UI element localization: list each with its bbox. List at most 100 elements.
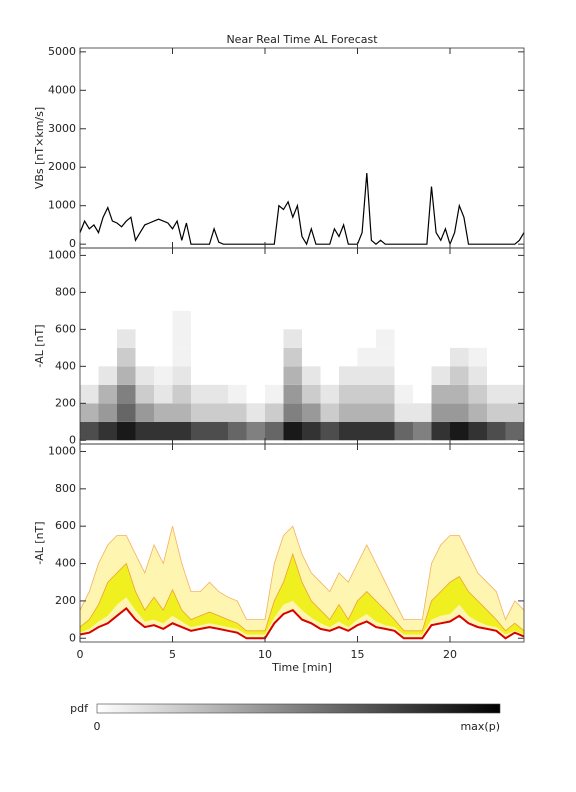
heatmap-cell [357,347,376,367]
heatmap-cell [265,403,284,422]
heatmap-cell [431,421,450,441]
heatmap-cell [172,366,191,385]
heatmap-cell [228,421,247,441]
colorbar-max: max(p) [460,720,500,733]
y-tick-label: 4000 [48,83,76,96]
heatmap-cell [468,403,487,422]
heatmap-cell [413,403,432,422]
y-tick-label: 1000 [48,248,76,261]
x-tick-label: 10 [258,648,272,661]
heatmap-cell [135,403,154,422]
heatmap-cell [376,421,395,441]
heatmap-cell [450,366,469,385]
heatmap-cell [172,384,191,404]
colorbar-label: pdf [70,702,89,715]
heatmap-cell [283,421,302,441]
heatmap-cell [98,403,117,422]
heatmap-cell [98,384,117,404]
heatmap-cell [450,347,469,367]
heatmap-cell [431,366,450,385]
heatmap-cell [172,403,191,422]
y-tick-label: 200 [55,396,76,409]
heatmap-cell [246,403,265,422]
heatmap-cell [505,384,524,404]
heatmap-cell [431,384,450,404]
y-tick-label: 600 [55,519,76,532]
heatmap-cell [376,329,395,348]
heatmap-cell [228,384,247,404]
heatmap-cell [172,421,191,441]
heatmap-cell [302,384,321,404]
data-line [79,172,525,247]
y-tick-label: 0 [69,433,76,446]
x-tick-label: 15 [351,648,365,661]
y-tick-label: 800 [55,482,76,495]
heatmap-cell [468,421,487,441]
colorbar-min: 0 [94,720,101,733]
heatmap-cell [246,421,265,441]
y-tick-label: 1000 [48,199,76,212]
x-axis-label: Time [min] [271,661,332,674]
heatmap-cell [117,403,136,422]
heatmap-cell [191,421,210,441]
heatmap-cell [339,366,358,385]
heatmap-cell [283,329,302,348]
y-tick-label: 2000 [48,160,76,173]
heatmap-cell [135,384,154,404]
heatmap-cell [487,403,506,422]
heatmap-cell [80,403,99,422]
heatmap-cell [191,384,210,404]
heatmap-cell [209,421,228,441]
heatmap-cell [117,384,136,404]
colorbar [96,703,501,714]
heatmap-cell [98,421,117,441]
heatmap-cell [413,421,432,441]
heatmap-cell [209,403,228,422]
heatmap-cell [394,384,413,404]
heatmap-cell [487,384,506,404]
quantile-line [79,552,525,632]
heatmap-cell [450,421,469,441]
heatmap-cell [505,403,524,422]
x-tick-label: 5 [169,648,176,661]
heatmap-cell [376,403,395,422]
heatmap-cell [320,403,339,422]
x-tick-label: 20 [443,648,457,661]
heatmap-cell [357,384,376,404]
heatmap-cell [117,421,136,441]
chart-title: Near Real Time AL Forecast [226,33,378,46]
heatmap-cell [339,421,358,441]
heatmap-cell [135,421,154,441]
y-axis-label: -AL [nT] [33,324,46,367]
heatmap-cell [80,421,99,441]
inner-band [80,554,524,635]
heatmap-cell [80,384,99,404]
heatmap-cell [172,347,191,367]
heatmap-cell [468,384,487,404]
y-tick-label: 0 [69,631,76,644]
y-tick-label: 400 [55,359,76,372]
heatmap-cell [265,384,284,404]
heatmap-cell [154,366,173,385]
heatmap-cell [302,403,321,422]
heatmap-cell [394,403,413,422]
heatmap-cell [450,384,469,404]
heatmap-cell [117,366,136,385]
heatmap-cell [357,403,376,422]
heatmap-cell [505,421,524,441]
heatmap-cell [228,403,247,422]
heatmap-cell [357,366,376,385]
heatmap-cell [265,421,284,441]
y-tick-label: 0 [69,237,76,250]
x-tick-label: 0 [77,648,84,661]
y-axis-label: -AL [nT] [33,521,46,564]
heatmap-cell [376,384,395,404]
quantile-line [79,525,525,621]
heatmap-cell [431,403,450,422]
panel-frame [79,443,525,643]
heatmap-cell [283,403,302,422]
y-tick-label: 400 [55,557,76,570]
heatmap-cell [154,403,173,422]
heatmap-cell [339,403,358,422]
